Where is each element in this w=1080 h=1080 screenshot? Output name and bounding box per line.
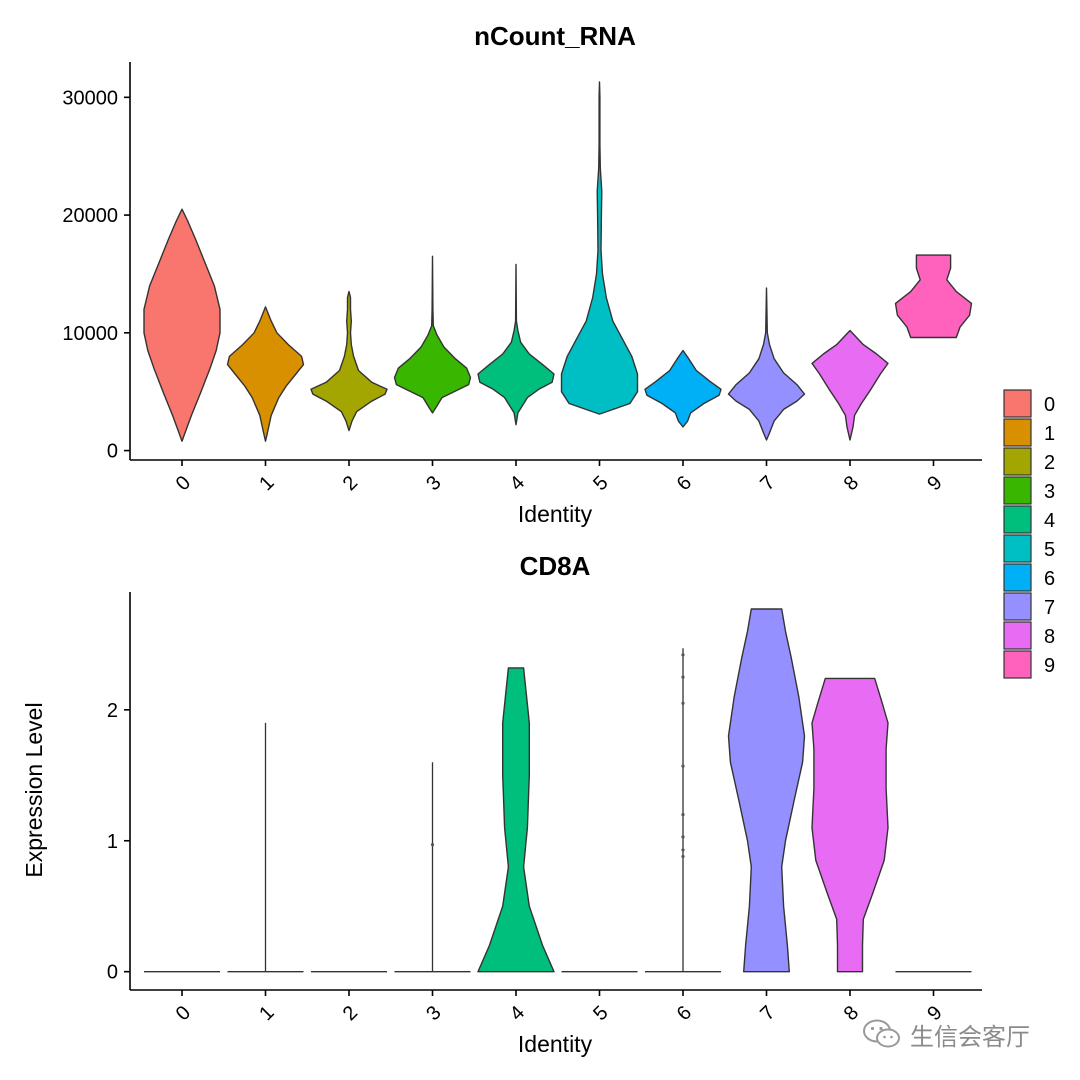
legend-label-0: 0: [1044, 394, 1055, 416]
ncount-rna-y-tick-label: 0: [107, 441, 118, 463]
cd8a-x-tick-label: 3: [422, 1002, 445, 1025]
cd8a-x-tick-label: 5: [589, 1002, 612, 1025]
cd8a-x-tick-label: 0: [172, 1002, 195, 1025]
cd8a-violin-6-point: [681, 653, 685, 657]
ncount-rna-x-tick-label: 3: [422, 472, 445, 495]
legend-label-5: 5: [1044, 539, 1055, 561]
ncount-rna-y-ticks: 0 10000 20000 30000: [62, 87, 130, 463]
identity-legend: 0 1 2 3 4 5 6 7 8 9: [1003, 389, 1055, 679]
cd8a-x-tick-label: 1: [255, 1002, 278, 1025]
ncount-rna-title: nCount_RNA: [474, 21, 636, 51]
cd8a-violin-7: [727, 608, 806, 973]
ncount-rna-violin-2: [310, 290, 388, 432]
ncount-rna-x-tick-label: 7: [756, 472, 779, 495]
cd8a-violin-8: [811, 677, 889, 973]
ncount-rna-x-tick-label: 5: [589, 472, 612, 495]
cd8a-violin-6-point: [681, 701, 685, 705]
legend-swatch-3: [1003, 476, 1032, 505]
legend-label-7: 7: [1044, 597, 1055, 619]
ncount-rna-x-tick-label: 9: [923, 472, 946, 495]
ncount-rna-x-tick-label: 1: [255, 472, 278, 495]
legend-swatch-5: [1003, 534, 1032, 563]
cd8a-violins: [144, 608, 972, 973]
cd8a-violin-4: [477, 667, 555, 973]
cd8a-y-tick-label: 2: [107, 700, 118, 722]
legend-label-8: 8: [1044, 626, 1055, 648]
ncount-rna-violin-4: [477, 263, 555, 426]
ncount-rna-violin-1: [226, 306, 305, 442]
ncount-rna-x-tick-label: 8: [840, 472, 863, 495]
cd8a-y-tick-label: 0: [107, 962, 118, 984]
cd8a-violin-6-point: [681, 854, 685, 859]
ncount-rna-x-tick-label: 0: [172, 472, 195, 495]
legend-swatch-6: [1003, 563, 1032, 592]
ncount-rna-violins: [143, 81, 973, 442]
legend-swatch-4: [1003, 505, 1032, 534]
legend-label-4: 4: [1044, 510, 1055, 532]
ncount-rna-x-tick-label: 6: [673, 472, 696, 495]
legend-swatch-0: [1003, 389, 1032, 418]
ncount-rna-y-tick-label: 30000: [62, 87, 118, 109]
legend-label-6: 6: [1044, 568, 1055, 590]
ncount-rna-x-tick-label: 2: [339, 472, 362, 495]
cd8a-x-tick-label: 8: [840, 1002, 863, 1025]
cd8a-violin-6-point: [681, 764, 685, 768]
wechat-icon: [863, 1019, 900, 1048]
cd8a-y-tick-label: 1: [107, 831, 118, 853]
cd8a-x-tick-label: 2: [339, 1002, 362, 1025]
legend-swatch-7: [1003, 592, 1032, 621]
ncount-rna-panel: nCount_RNA 0 10000 20000 30000 0 1 2 3 4 5 6 7 8 9 I…: [62, 21, 982, 527]
cd8a-x-tick-label: 4: [506, 1002, 529, 1025]
watermark-text: 生信会客厅: [910, 1022, 1030, 1051]
legend-swatch-2: [1003, 447, 1032, 476]
ncount-rna-y-tick-label: 20000: [62, 205, 118, 227]
ncount-rna-violin-5: [560, 81, 639, 415]
ncount-rna-x-tick-label: 4: [506, 472, 529, 495]
cd8a-violin-6-point: [681, 675, 685, 679]
legend-label-2: 2: [1044, 452, 1055, 474]
ncount-rna-x-axis-label: Identity: [518, 501, 593, 527]
watermark: 生信会客厅: [862, 1014, 1030, 1054]
cd8a-violin-6-point: [681, 848, 685, 852]
cd8a-x-tick-label: 7: [756, 1002, 779, 1025]
cd8a-y-axis-label: Expression Level: [21, 702, 47, 877]
cd8a-x-axis-label: Identity: [518, 1031, 593, 1057]
cd8a-y-ticks: 0 1 2: [107, 700, 130, 984]
legend-label-9: 9: [1044, 655, 1055, 677]
legend-label-1: 1: [1044, 423, 1055, 445]
ncount-rna-x-ticks: 0 1 2 3 4 5 6 7 8 9: [172, 460, 947, 495]
legend-swatch-9: [1003, 650, 1032, 679]
ncount-rna-y-tick-label: 10000: [62, 323, 118, 345]
legend-label-3: 3: [1044, 481, 1055, 503]
legend-swatch-1: [1003, 418, 1032, 447]
ncount-rna-violin-8: [811, 329, 889, 441]
cd8a-x-tick-label: 6: [673, 1002, 696, 1025]
legend-swatch-8: [1003, 621, 1032, 650]
cd8a-violin-6-point: [681, 835, 685, 839]
ncount-rna-violin-9: [894, 254, 973, 339]
cd8a-violin-3-point: [430, 843, 435, 847]
cd8a-violin-6-point: [681, 812, 685, 817]
ncount-rna-violin-3: [393, 255, 472, 414]
cd8a-title: CD8A: [520, 551, 591, 581]
ncount-rna-violin-0: [143, 208, 221, 442]
ncount-rna-violin-7: [727, 287, 806, 441]
ncount-rna-violin-6: [644, 349, 722, 428]
